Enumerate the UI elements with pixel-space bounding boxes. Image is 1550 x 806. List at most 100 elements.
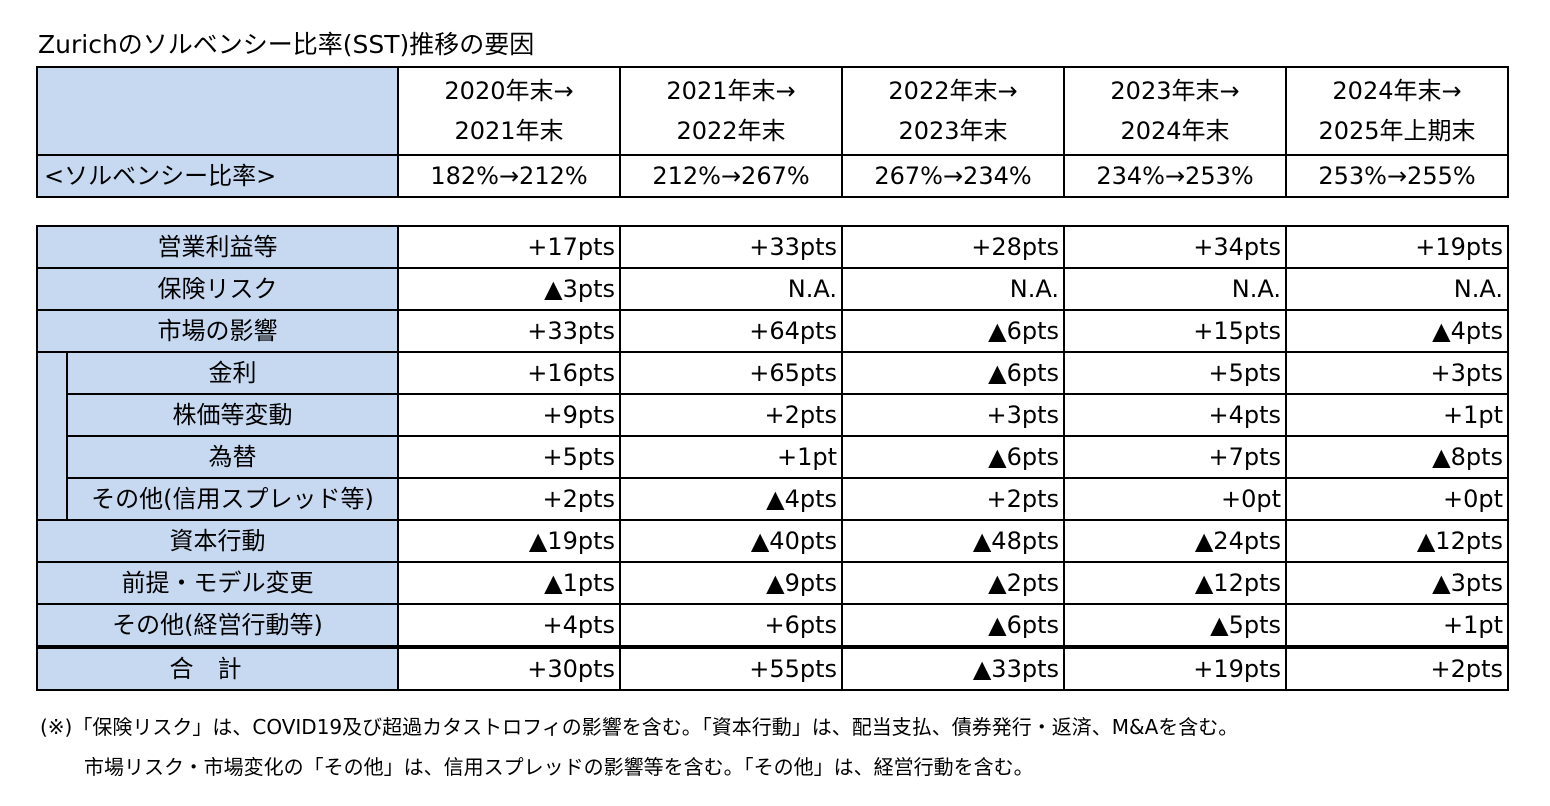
- value-cell: +33pts: [619, 225, 843, 269]
- value-cell: +33pts: [397, 309, 621, 353]
- value-cell: +5pts: [397, 435, 621, 479]
- value-cell: ▲8pts: [1285, 435, 1509, 479]
- total-row: 合計 +30pts +55pts ▲33pts +19pts +2pts: [36, 645, 1509, 691]
- ratio-cell: 212%→267%: [619, 154, 843, 198]
- table-row: 金利 +16pts +65pts ▲6pts +5pts +3pts: [36, 351, 1509, 520]
- table-row: 保険リスク ▲3pts N.A. N.A. N.A. N.A.: [36, 267, 1509, 311]
- period-line2: 2024年末: [1120, 117, 1230, 145]
- value-cell: ▲33pts: [841, 645, 1065, 691]
- value-cell: +1pt: [619, 435, 843, 479]
- period-line1: 2023年末→: [1110, 77, 1240, 105]
- indent-spacer: [36, 352, 68, 520]
- value-cell: +6pts: [619, 603, 843, 648]
- period-line1: 2021年末→: [666, 77, 796, 105]
- value-cell: +9pts: [397, 393, 621, 437]
- period-line2: 2025年上期末: [1318, 117, 1476, 145]
- ratio-label: <ソルベンシー比率>: [36, 154, 399, 198]
- value-cell: +19pts: [1063, 645, 1287, 691]
- value-cell: ▲19pts: [397, 519, 621, 563]
- value-cell: +0pt: [1063, 477, 1287, 521]
- value-cell: +17pts: [397, 225, 621, 269]
- period-header-cell: 2024年末→ 2025年上期末: [1285, 66, 1509, 156]
- value-cell: ▲3pts: [1285, 561, 1509, 605]
- ratio-cell: 182%→212%: [397, 154, 621, 198]
- value-cell: +2pts: [1285, 645, 1509, 691]
- value-cell: +2pts: [841, 477, 1065, 521]
- factor-table: 営業利益等 +17pts +33pts +28pts +34pts +19pts…: [36, 225, 1509, 691]
- table-row: 資本行動 ▲19pts ▲40pts ▲48pts ▲24pts ▲12pts: [36, 519, 1509, 563]
- period-line1: 2022年末→: [888, 77, 1018, 105]
- header-blank-cell: [36, 66, 399, 156]
- value-cell: N.A.: [841, 267, 1065, 311]
- period-line2: 2022年末: [676, 117, 786, 145]
- table-row: 為替 +5pts +1pt ▲6pts +7pts ▲8pts: [37, 435, 1509, 479]
- row-label: 市場の影響: [36, 309, 399, 353]
- ratio-cell: 234%→253%: [1063, 154, 1287, 198]
- row-label: 前提・モデル変更: [36, 561, 399, 605]
- ratio-cell: 253%→255%: [1285, 154, 1509, 198]
- table-row: 営業利益等 +17pts +33pts +28pts +34pts +19pts: [36, 225, 1509, 269]
- value-cell: ▲12pts: [1063, 561, 1287, 605]
- value-cell: ▲3pts: [397, 267, 621, 311]
- value-cell: +19pts: [1285, 225, 1509, 269]
- value-cell: ▲48pts: [841, 519, 1065, 563]
- value-cell: ▲6pts: [841, 351, 1065, 395]
- value-cell: +7pts: [1063, 435, 1287, 479]
- table-title: Zurichのソルベンシー比率(SST)推移の要因: [38, 30, 535, 59]
- value-cell: ▲40pts: [619, 519, 843, 563]
- value-cell: N.A.: [619, 267, 843, 311]
- value-cell: +34pts: [1063, 225, 1287, 269]
- period-header-row: 2020年末→ 2021年末 2021年末→ 2022年末 2022年末→ 2023年…: [36, 66, 1509, 156]
- table-row: 市場の影響 +33pts +64pts ▲6pts +15pts ▲4pts: [36, 309, 1509, 353]
- row-label: 保険リスク: [36, 267, 399, 311]
- period-line2: 2023年末: [898, 117, 1008, 145]
- period-header-cell: 2020年末→ 2021年末: [397, 66, 621, 156]
- value-cell: ▲24pts: [1063, 519, 1287, 563]
- row-label: 資本行動: [36, 519, 399, 563]
- value-cell: ▲1pts: [397, 561, 621, 605]
- value-cell: +2pts: [397, 477, 621, 521]
- table-row: 前提・モデル変更 ▲1pts ▲9pts ▲2pts ▲12pts ▲3pts: [36, 561, 1509, 605]
- value-cell: +3pts: [1285, 351, 1509, 395]
- value-cell: ▲4pts: [619, 477, 843, 521]
- row-label: その他(信用スプレッド等): [66, 477, 399, 521]
- table-row: 株価等変動 +9pts +2pts +3pts +4pts +1pt: [37, 393, 1509, 437]
- value-cell: +5pts: [1063, 351, 1287, 395]
- value-cell: ▲12pts: [1285, 519, 1509, 563]
- ratio-cell: 267%→234%: [841, 154, 1065, 198]
- value-cell: +65pts: [619, 351, 843, 395]
- period-header-table: 2020年末→ 2021年末 2021年末→ 2022年末 2022年末→ 2023年…: [36, 66, 1509, 198]
- period-header-cell: 2021年末→ 2022年末: [619, 66, 843, 156]
- value-cell: +1pt: [1285, 603, 1509, 648]
- value-cell: ▲2pts: [841, 561, 1065, 605]
- value-cell: ▲6pts: [841, 603, 1065, 648]
- value-cell: ▲6pts: [841, 309, 1065, 353]
- value-cell: N.A.: [1063, 267, 1287, 311]
- period-header-cell: 2022年末→ 2023年末: [841, 66, 1065, 156]
- table-row: その他(経営行動等) +4pts +6pts ▲6pts ▲5pts +1pt: [36, 603, 1509, 648]
- value-cell: +4pts: [397, 603, 621, 648]
- value-cell: +1pt: [1285, 393, 1509, 437]
- period-header-cell: 2023年末→ 2024年末: [1063, 66, 1287, 156]
- solvency-ratio-row: <ソルベンシー比率> 182%→212% 212%→267% 267%→234%…: [36, 154, 1509, 198]
- value-cell: +64pts: [619, 309, 843, 353]
- value-cell: ▲6pts: [841, 435, 1065, 479]
- period-line2: 2021年末: [454, 117, 564, 145]
- value-cell: +16pts: [397, 351, 621, 395]
- value-cell: +55pts: [619, 645, 843, 691]
- row-label: 為替: [66, 435, 399, 479]
- footnote-line1: (※)「保険リスク」は、COVID19及び超過カタストロフィの影響を含む。「資本…: [40, 715, 1239, 739]
- value-cell: N.A.: [1285, 267, 1509, 311]
- value-cell: +0pt: [1285, 477, 1509, 521]
- row-label: 金利: [66, 351, 399, 395]
- row-label: その他(経営行動等): [36, 603, 399, 648]
- period-line1: 2020年末→: [444, 77, 574, 105]
- value-cell: +15pts: [1063, 309, 1287, 353]
- row-label: 営業利益等: [36, 225, 399, 269]
- value-cell: ▲4pts: [1285, 309, 1509, 353]
- value-cell: ▲9pts: [619, 561, 843, 605]
- row-label: 株価等変動: [66, 393, 399, 437]
- value-cell: +30pts: [397, 645, 621, 691]
- value-cell: +3pts: [841, 393, 1065, 437]
- table-row: その他(信用スプレッド等) +2pts ▲4pts +2pts +0pt +0p…: [37, 477, 1509, 521]
